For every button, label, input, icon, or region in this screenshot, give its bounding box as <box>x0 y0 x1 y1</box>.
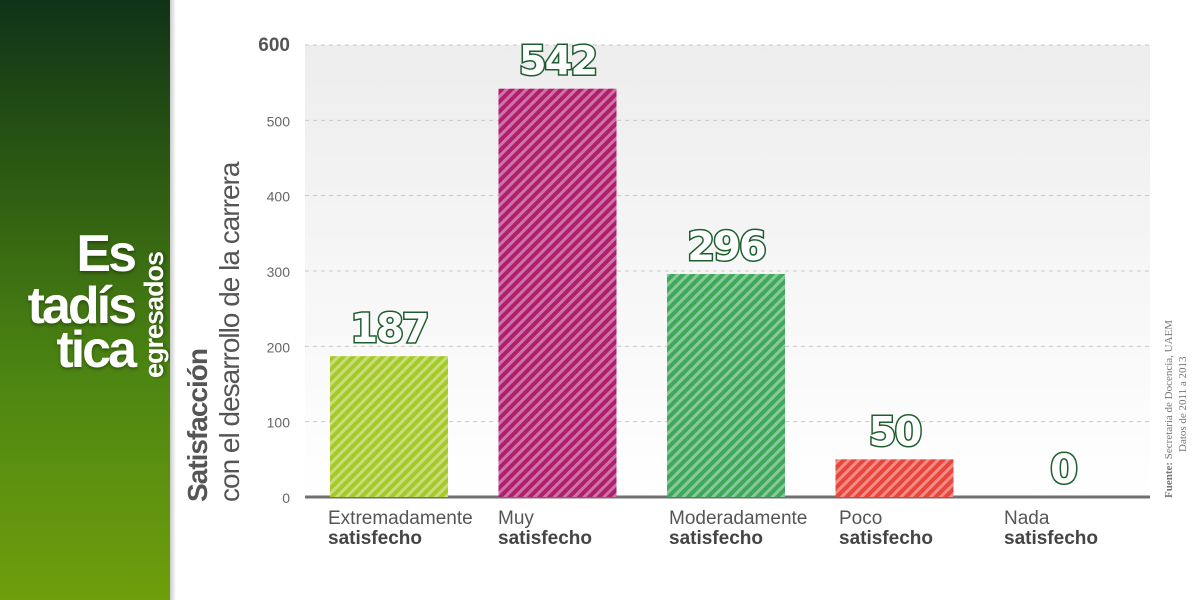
source-text: Secretaría de Docencia, UAEM <box>1163 319 1175 462</box>
x-category-line-2: satisfecho <box>498 528 592 549</box>
y-tick-label: 0 <box>282 490 290 506</box>
data-label: 187 <box>350 306 428 352</box>
x-category-line-1: Nada <box>1004 508 1050 529</box>
x-category-label: Extremadamente satisfecho <box>328 509 473 549</box>
y-tick-label: 500 <box>267 113 291 129</box>
bar <box>330 356 448 497</box>
bar <box>498 88 617 498</box>
x-category-label: Moderadamente satisfecho <box>669 509 807 549</box>
source-note: Fuente: Secretaría de Docencia, UAEM <box>1163 320 1175 498</box>
y-tick-label: 600 <box>258 35 290 56</box>
x-category-label: Nada satisfecho <box>1004 509 1098 549</box>
data-label: 296 <box>687 224 765 270</box>
bar <box>835 459 954 497</box>
y-tick-label: 100 <box>267 415 291 431</box>
x-category-line-2: satisfecho <box>328 528 422 549</box>
brand-title-line-2: tadís <box>27 277 137 335</box>
x-category-line-1: Muy <box>498 508 534 529</box>
bar <box>667 274 785 497</box>
y-tick-label: 300 <box>267 264 291 280</box>
data-label: 0 <box>1050 447 1076 493</box>
brand-title-line-3: tica <box>56 321 137 379</box>
x-category-line-2: satisfecho <box>839 528 933 549</box>
source-label: Fuente: <box>1163 461 1175 498</box>
x-category-line-2: satisfecho <box>669 528 763 549</box>
x-category-line-2: satisfecho <box>1004 528 1098 549</box>
data-label: 542 <box>519 39 597 85</box>
x-category-label: Poco satisfecho <box>839 509 933 549</box>
data-label: 50 <box>869 409 921 455</box>
brand-panel: Es tadís tica egresados <box>0 0 170 600</box>
x-category-label: Muy satisfecho <box>498 509 592 549</box>
x-category-line-1: Poco <box>839 508 883 529</box>
x-category-line-1: Moderadamente <box>669 508 808 529</box>
brand-title-line-1: Es <box>76 225 137 283</box>
panel-edge-shadow <box>170 0 176 600</box>
source-date-note: Datos de 2011 a 2013 <box>1177 356 1189 452</box>
y-tick-label: 200 <box>267 339 291 355</box>
y-tick-label: 400 <box>267 189 291 205</box>
x-category-line-1: Extremadamente <box>328 508 473 529</box>
